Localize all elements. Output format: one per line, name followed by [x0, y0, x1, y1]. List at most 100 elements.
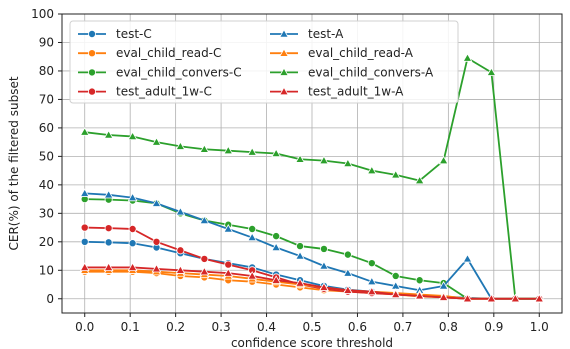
series-layer	[79, 53, 545, 303]
legend-item: eval_child_read-A	[270, 46, 414, 60]
data-point-test-adult-1w-a	[390, 289, 401, 299]
data-point-eval-child-convers-a	[414, 175, 425, 185]
data-point-test-adult-1w-c	[80, 223, 89, 232]
series-line-test-a	[84, 192, 540, 300]
x-tick-label: 0.2	[166, 320, 185, 334]
data-point-test-a	[175, 206, 186, 216]
data-point-eval-child-convers-c	[296, 242, 305, 251]
data-point-test-adult-1w-c	[176, 246, 185, 255]
data-point-test-a	[342, 268, 353, 277]
y-tick-label: 30	[39, 206, 54, 220]
y-tick-label: 20	[39, 235, 54, 249]
legend-marker	[88, 29, 97, 38]
data-point-eval-child-convers-c	[367, 259, 376, 268]
legend-item: eval_child_convers-A	[270, 65, 434, 79]
data-point-eval-child-convers-a	[438, 155, 449, 165]
data-point-eval-child-convers-a	[199, 144, 210, 153]
legend-item: test-C	[78, 27, 152, 41]
data-point-eval-child-convers-a	[366, 165, 377, 175]
y-tick-label: 40	[39, 178, 54, 192]
x-tick-label: 0.5	[302, 320, 321, 334]
data-point-test-adult-1w-c	[128, 224, 137, 233]
data-point-eval-child-convers-a	[247, 147, 258, 156]
data-point-test-adult-1w-a	[295, 278, 305, 287]
x-tick-label: 1.0	[530, 320, 549, 334]
data-point-test-a	[103, 189, 114, 199]
data-point-test-a	[438, 280, 449, 290]
data-point-eval-child-convers-a	[319, 155, 329, 165]
data-point-eval-child-convers-c	[343, 250, 352, 259]
data-point-eval-child-convers-a	[462, 53, 473, 62]
y-tick-label: 0	[46, 292, 54, 306]
legend-marker	[279, 86, 289, 96]
series-line-eval-child-convers-a	[84, 57, 540, 300]
data-point-test-adult-1w-a	[366, 286, 377, 296]
data-point-test-adult-1w-a	[510, 293, 521, 303]
data-point-test-a	[151, 198, 162, 207]
legend-item: test-A	[270, 27, 344, 41]
legend-label: test_adult_1w-A	[308, 85, 404, 99]
y-tick-label: 60	[39, 121, 54, 135]
data-point-eval-child-convers-a	[342, 158, 353, 168]
data-point-test-adult-1w-a	[462, 293, 473, 303]
data-point-test-a	[271, 242, 282, 252]
data-point-eval-child-convers-a	[223, 145, 234, 155]
data-point-test-adult-1w-a	[79, 262, 90, 271]
data-point-test-adult-1w-a	[271, 275, 282, 284]
data-point-test-adult-1w-a	[342, 285, 353, 294]
legend-label: eval_child_convers-A	[308, 65, 434, 79]
data-point-test-a	[366, 276, 377, 286]
y-tick-label: 50	[39, 149, 54, 163]
y-axis-label: CER(%) of the filtered subset	[7, 76, 21, 250]
data-point-test-adult-1w-c	[104, 224, 113, 233]
data-point-eval-child-convers-c	[391, 271, 400, 280]
data-point-eval-child-convers-a	[295, 154, 305, 163]
x-tick-label: 0.3	[212, 320, 231, 334]
y-axis: 0 10 20 30 40 50 60 70 80 90 100	[31, 7, 62, 306]
data-point-test-c	[104, 238, 113, 247]
data-point-test-a	[462, 253, 473, 263]
data-point-test-c	[128, 239, 137, 248]
data-point-eval-child-convers-a	[175, 141, 186, 150]
legend: test-C eval_child_read-C eval_child_conver…	[69, 20, 459, 104]
data-point-eval-child-convers-c	[248, 224, 257, 233]
legend-marker	[88, 68, 97, 77]
y-tick-label: 80	[39, 64, 54, 78]
x-axis: 0.0 0.1 0.2 0.3 0.4 0.5 0.6 0.7 0.8 0.9 1.0	[75, 313, 549, 334]
data-point-test-adult-1w-a	[534, 293, 545, 303]
legend-marker	[88, 87, 97, 96]
x-tick-label: 0.9	[484, 320, 503, 334]
data-point-test-a	[319, 261, 329, 270]
legend-label: eval_child_convers-C	[116, 65, 242, 79]
data-point-test-adult-1w-a	[199, 266, 210, 276]
series-test-adult-1w-a	[79, 262, 545, 303]
data-point-eval-child-convers-a	[79, 127, 90, 136]
legend-item: eval_child_read-C	[78, 46, 221, 60]
data-point-test-adult-1w-a	[247, 270, 258, 280]
legend-box	[69, 20, 459, 104]
legend-label: eval_child_read-A	[308, 46, 414, 60]
data-point-eval-child-convers-a	[486, 67, 497, 76]
data-point-test-adult-1w-a	[103, 262, 114, 271]
x-tick-label: 0.6	[348, 320, 367, 334]
data-point-test-adult-1w-c	[152, 237, 161, 246]
data-point-test-a	[295, 251, 305, 260]
data-point-eval-child-convers-c	[272, 232, 281, 241]
legend-marker	[279, 67, 289, 76]
data-point-eval-child-convers-c	[319, 244, 328, 253]
x-axis-label: confidence score threshold	[231, 336, 393, 349]
y-tick-label: 90	[39, 35, 54, 49]
data-point-test-a	[247, 232, 258, 242]
legend-item: eval_child_convers-C	[78, 65, 242, 79]
y-tick-label: 100	[31, 7, 54, 21]
legend-label: test-C	[116, 27, 152, 41]
data-point-test-adult-1w-a	[223, 268, 234, 277]
series-line-test-adult-1w-a	[84, 266, 540, 300]
data-point-test-a	[199, 215, 210, 225]
data-point-test-adult-1w-c	[224, 260, 233, 269]
data-point-test-adult-1w-a	[127, 262, 138, 271]
x-tick-label: 0.1	[121, 320, 140, 334]
y-tick-label: 10	[39, 263, 54, 277]
